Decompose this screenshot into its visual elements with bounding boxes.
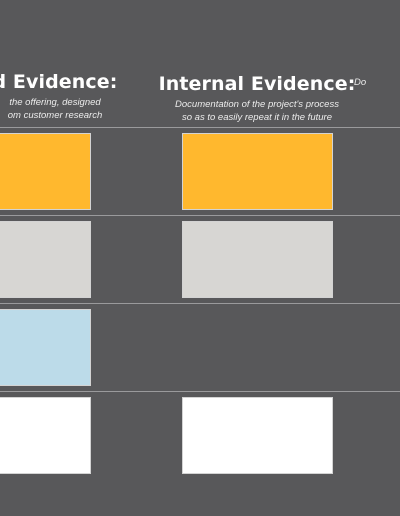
column-title-internal-evidence: Internal Evidence: <box>158 73 356 95</box>
column-description-right-line-1: Do <box>354 77 367 88</box>
row-divider-3 <box>0 303 400 304</box>
sticky-note-grey-left[interactable] <box>0 221 91 298</box>
row-divider-2 <box>0 215 400 216</box>
row-divider-1 <box>0 127 400 128</box>
sticky-note-white-left[interactable] <box>0 397 91 474</box>
column-description-internal-line-2: so as to easily repeat it in the future <box>182 111 332 123</box>
column-description-right: Do <box>354 77 400 90</box>
column-description-internal-line-1: Documentation of the project's process <box>175 99 339 110</box>
sticky-note-yellow-internal[interactable] <box>182 133 333 210</box>
column-description-left-line-2: om customer research <box>7 109 103 121</box>
column-title-left: d Evidence: <box>0 71 118 93</box>
column-header-internal-evidence: Internal Evidence: Documentation of the … <box>132 73 382 124</box>
column-description-left: the offering, designed om customer resea… <box>0 97 180 122</box>
sticky-note-grey-internal[interactable] <box>182 221 333 298</box>
column-description-internal-evidence: Documentation of the project's process s… <box>132 99 382 124</box>
sticky-note-yellow-left[interactable] <box>0 133 91 210</box>
sticky-note-white-internal[interactable] <box>182 397 333 474</box>
column-header-right: Do <box>354 73 400 90</box>
row-divider-4 <box>0 391 400 392</box>
column-header-left: d Evidence: the offering, designed om cu… <box>0 71 180 122</box>
sticky-note-blue-left[interactable] <box>0 309 91 386</box>
column-description-left-line-1: the offering, designed <box>9 97 101 108</box>
